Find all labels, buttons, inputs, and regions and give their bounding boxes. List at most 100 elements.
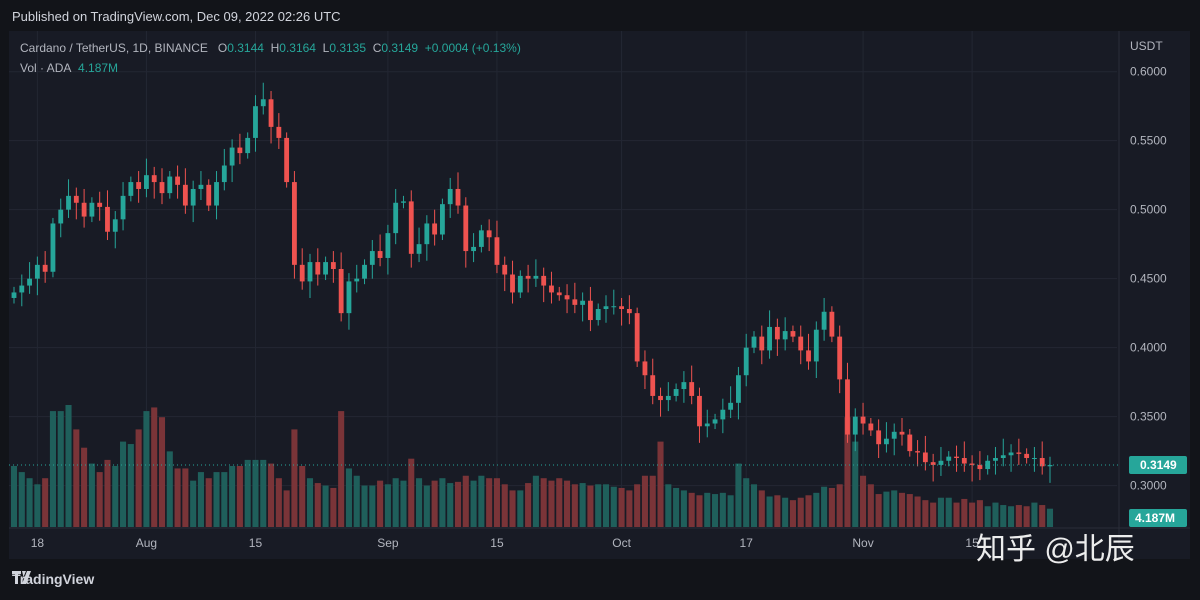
volume-bar [579, 483, 586, 527]
volume-bar [88, 463, 95, 527]
volume-bar [408, 458, 415, 527]
candle-body [619, 306, 624, 310]
open-value: 0.3144 [227, 41, 264, 55]
candle-body [175, 176, 180, 185]
candle-body [595, 309, 601, 321]
volume-bar [1039, 505, 1046, 527]
volume-bar [236, 466, 243, 527]
volume-bar [260, 459, 267, 527]
candle-body [362, 264, 367, 279]
high-value: 0.3164 [279, 41, 316, 55]
candle-body [66, 195, 71, 210]
volume-bar [680, 490, 687, 527]
volume-bar [306, 478, 314, 527]
volume-bar [922, 500, 929, 527]
volume-bar [361, 485, 368, 527]
candle-body [190, 188, 196, 206]
candle-body [284, 137, 290, 183]
candle-body [292, 182, 297, 265]
volume-bar [836, 484, 843, 527]
candle-body [58, 209, 64, 224]
candle-body [985, 460, 991, 470]
volume-bar [930, 502, 937, 527]
last-price-label: 0.3149 [1140, 458, 1177, 472]
candle-body [1000, 455, 1006, 459]
candle-body [728, 402, 734, 410]
candle-body [245, 137, 251, 154]
volume-bar [735, 463, 742, 527]
volume-bar [252, 459, 259, 527]
candle-body [393, 202, 399, 234]
volume-bar [844, 417, 851, 527]
candle-body [73, 195, 79, 203]
volume-bar [447, 483, 454, 527]
symbol-label[interactable]: Cardano / TetherUS, 1D, BINANCE [20, 41, 208, 55]
candle-body [876, 430, 882, 445]
volume-bar [758, 490, 765, 527]
candle-body [1047, 465, 1053, 467]
tradingview-brand[interactable]: TradingView [12, 571, 94, 587]
volume-bar [782, 497, 789, 527]
candle-body [408, 201, 414, 254]
candle-body [806, 350, 811, 362]
candle-body [369, 251, 375, 265]
candle-body [665, 395, 671, 401]
candle-body [720, 409, 726, 420]
volume-bar [992, 502, 999, 527]
candle-body [330, 262, 336, 269]
volume-bar [532, 475, 539, 527]
close-value: 0.3149 [381, 41, 419, 55]
volume-bar [813, 492, 820, 527]
candle-body [346, 281, 352, 314]
candle-body [634, 313, 640, 362]
low-label: L [322, 41, 330, 55]
volume-bar [478, 475, 485, 527]
candle-body [19, 285, 25, 293]
volume-bar [158, 417, 166, 527]
volume-bar [174, 468, 181, 527]
volume-bar [727, 495, 734, 527]
candle-body [455, 188, 461, 206]
volume-bar [268, 463, 275, 527]
volume-bar [696, 495, 703, 527]
candle-body [736, 375, 741, 403]
volume-bar [821, 486, 828, 527]
volume-bar [81, 447, 88, 527]
candle-body [759, 336, 765, 351]
candle-body [829, 311, 835, 337]
chart-panel[interactable]: 0.6000 0.5500 0.5000 0.4500 0.4000 0.3500 0.30… [9, 31, 1190, 559]
volume-bar [454, 481, 462, 527]
candle-body [354, 278, 360, 282]
candle-body [81, 202, 87, 217]
volume-bar [898, 492, 906, 527]
volume-bar [493, 478, 500, 527]
published-caption: Published on TradingView.com, Dec 09, 20… [12, 9, 341, 24]
candle-body [510, 274, 515, 293]
volume-bar [587, 485, 594, 527]
candlestick-chart[interactable]: 0.6000 0.5500 0.5000 0.4500 0.4000 0.3500 0.30… [9, 31, 1190, 559]
candle-body [549, 285, 554, 293]
volume-bar [104, 459, 111, 527]
candle-body [105, 206, 110, 232]
volume-bar [299, 466, 306, 527]
x-tick-label: 15 [490, 536, 504, 550]
candle-body [611, 306, 617, 308]
volume-bar [369, 485, 376, 527]
candle-body [128, 182, 134, 196]
volume-bar [914, 496, 921, 527]
volume-bar [525, 483, 532, 527]
y-tick-label: 0.5500 [1130, 134, 1167, 148]
volume-bar [1031, 502, 1038, 527]
volume-bar [937, 497, 944, 527]
candle-body [673, 389, 679, 396]
candle-body [214, 182, 219, 206]
candle-body [89, 202, 95, 217]
volume-bar [665, 484, 672, 527]
volume-label[interactable]: Vol · ADA [20, 61, 72, 75]
candle-body [572, 299, 578, 305]
volume-bar [127, 444, 134, 527]
volume-bar [852, 441, 859, 527]
volume-bar [244, 459, 251, 527]
volume-bar [602, 484, 610, 527]
volume-bar [353, 475, 360, 527]
